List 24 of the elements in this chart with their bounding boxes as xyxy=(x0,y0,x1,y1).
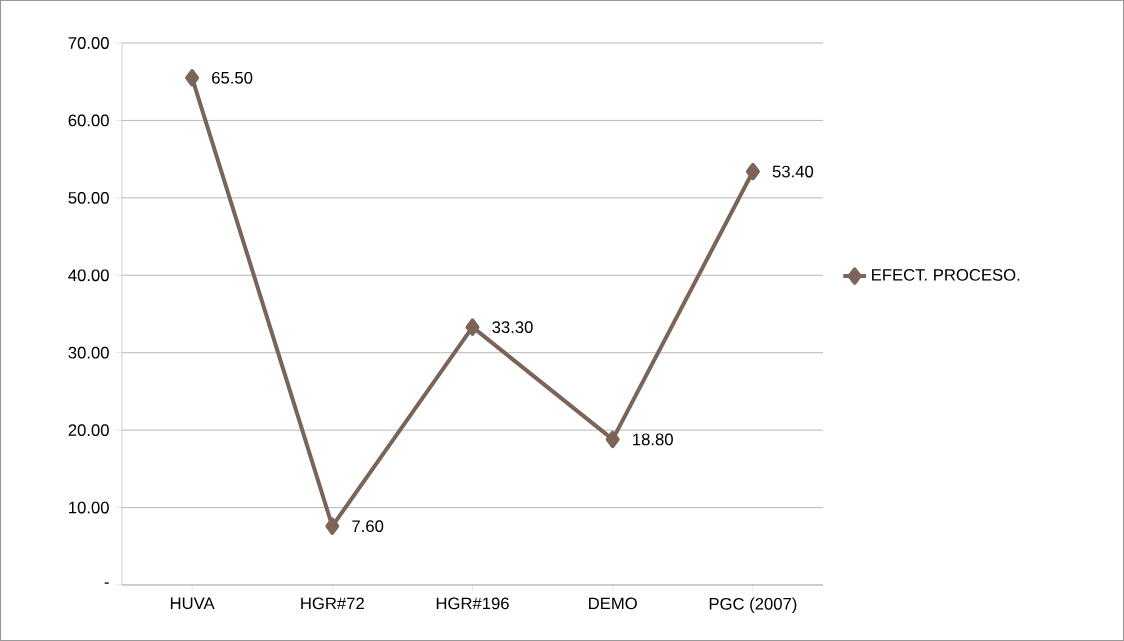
y-tick-label: 60.00 xyxy=(68,114,109,127)
y-tick-label: 50.00 xyxy=(68,191,109,204)
data-label: 7.60 xyxy=(352,520,384,533)
point xyxy=(465,318,480,336)
point xyxy=(745,162,760,181)
point xyxy=(185,69,200,87)
y-tick-label: 40.00 xyxy=(68,269,109,282)
y-tick-label: 20.00 xyxy=(68,424,109,437)
y-tick-label: 30.00 xyxy=(68,346,109,359)
y-tick-label: 70.00 xyxy=(68,37,109,49)
x-tick-label: HUVA xyxy=(170,597,215,610)
x-tick-label: DEMO xyxy=(589,597,637,610)
data-label: 65.50 xyxy=(212,71,253,84)
data-label: 18.80 xyxy=(633,433,673,446)
legend-label: EFECT. PROCESO. xyxy=(872,268,1020,281)
x-tick-label: HGR#72 xyxy=(301,597,364,610)
y-tick-label: - xyxy=(104,582,109,584)
x-tick-label: PGC (2007) xyxy=(709,597,797,613)
point xyxy=(325,517,340,535)
data-label: 33.30 xyxy=(492,321,533,334)
data-label: 53.40 xyxy=(772,165,814,178)
point xyxy=(605,430,620,449)
y-tick-label: 10.00 xyxy=(69,501,109,514)
x-tick-label: HGR#196 xyxy=(436,597,509,610)
